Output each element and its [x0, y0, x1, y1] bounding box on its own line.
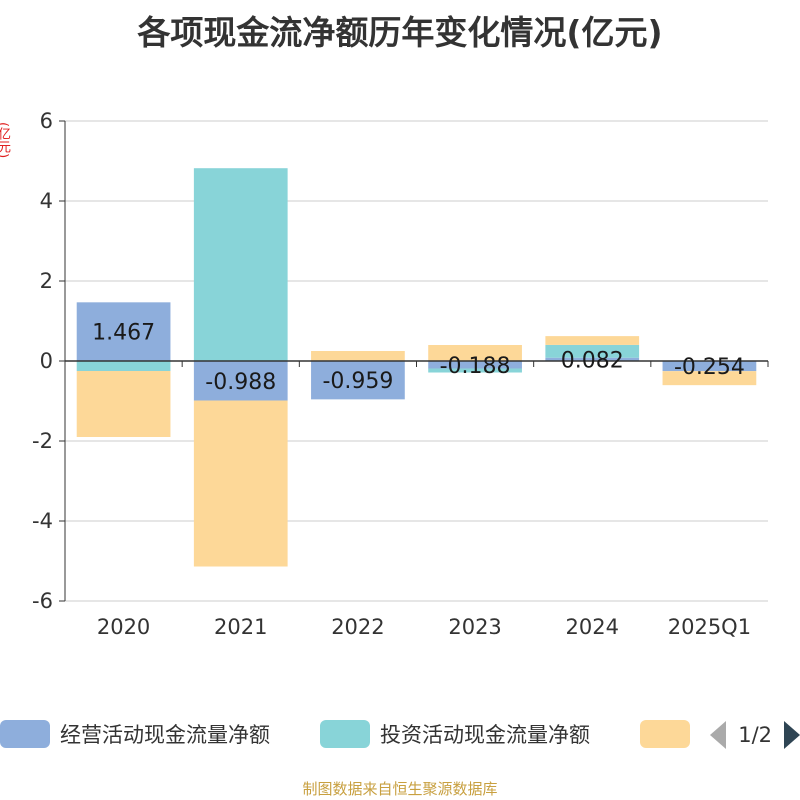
y-axis-unit: (亿元) — [0, 122, 10, 159]
bar-segment-s2-2020 — [76, 371, 171, 437]
bar-segment-s0-2025Q1 — [662, 361, 757, 372]
legend-swatch — [640, 720, 690, 748]
bar-segment-s2-2022 — [311, 351, 405, 361]
x-tick-label: 2024 — [566, 615, 619, 639]
y-tick-label: 4 — [40, 189, 53, 213]
bar-segment-s2-2023 — [428, 345, 522, 361]
legend-label: 经营活动现金流量净额 — [60, 723, 270, 747]
y-tick-label: 0 — [40, 349, 53, 373]
bar-segment-s1-2021 — [193, 168, 288, 361]
y-tick-label: -6 — [32, 589, 53, 613]
data-label: 0.082 — [561, 348, 624, 373]
data-label: -0.959 — [322, 369, 393, 394]
bar-segment-s1-2024 — [545, 344, 640, 358]
data-label: -0.188 — [440, 354, 511, 379]
bar-chart: -6 -4 -2 0 2 4 6 2020 2021 2022 2023 2024 2025Q1 1.46… — [32, 109, 769, 639]
y-tick-label: 6 — [40, 109, 53, 133]
legend-item-investing[interactable]: 投资活动现金流量净额 — [320, 716, 590, 752]
source-note: 制图数据来自恒生聚源数据库 — [302, 780, 498, 798]
data-label: -0.254 — [674, 355, 745, 380]
x-tick-label: 2020 — [97, 615, 150, 639]
bar-segment-s1-2023 — [428, 368, 522, 373]
y-tick-label: 2 — [40, 269, 53, 293]
prev-page-icon[interactable] — [710, 721, 727, 749]
bar-segment-s2-2025Q1 — [662, 371, 757, 386]
bar-segment-s0-2023 — [428, 361, 522, 369]
bar-segment-s1-2020 — [76, 361, 171, 371]
bar-segment-s2-2024 — [545, 336, 640, 345]
legend-item-financing[interactable] — [640, 716, 700, 752]
y-tick-label: -2 — [32, 429, 53, 453]
legend-swatch — [320, 720, 370, 748]
legend-label: 投资活动现金流量净额 — [380, 723, 590, 747]
legend-pager: 1/2 — [710, 720, 800, 750]
legend-swatch — [0, 720, 50, 748]
bar-segment-s2-2021 — [193, 400, 288, 567]
legend-page-indicator: 1/2 — [738, 723, 772, 747]
data-label: 1.467 — [92, 321, 155, 346]
bar-segment-s0-2020 — [76, 302, 171, 361]
legend: 经营活动现金流量净额 投资活动现金流量净额 — [0, 716, 800, 752]
legend-item-operating[interactable]: 经营活动现金流量净额 — [0, 716, 270, 752]
y-tick-label: -4 — [32, 509, 53, 533]
bar-segment-s0-2022 — [311, 361, 405, 400]
bar-segment-s0-2021 — [193, 361, 288, 401]
x-tick-label: 2023 — [448, 615, 501, 639]
data-label: -0.988 — [205, 370, 276, 395]
x-tick-label: 2025Q1 — [668, 615, 751, 639]
next-page-icon[interactable] — [784, 721, 800, 749]
x-tick-label: 2021 — [214, 615, 267, 639]
x-tick-label: 2022 — [331, 615, 384, 639]
bar-segment-s0-2024 — [545, 357, 640, 361]
chart-title: 各项现金流净额历年变化情况(亿元) — [137, 13, 663, 52]
